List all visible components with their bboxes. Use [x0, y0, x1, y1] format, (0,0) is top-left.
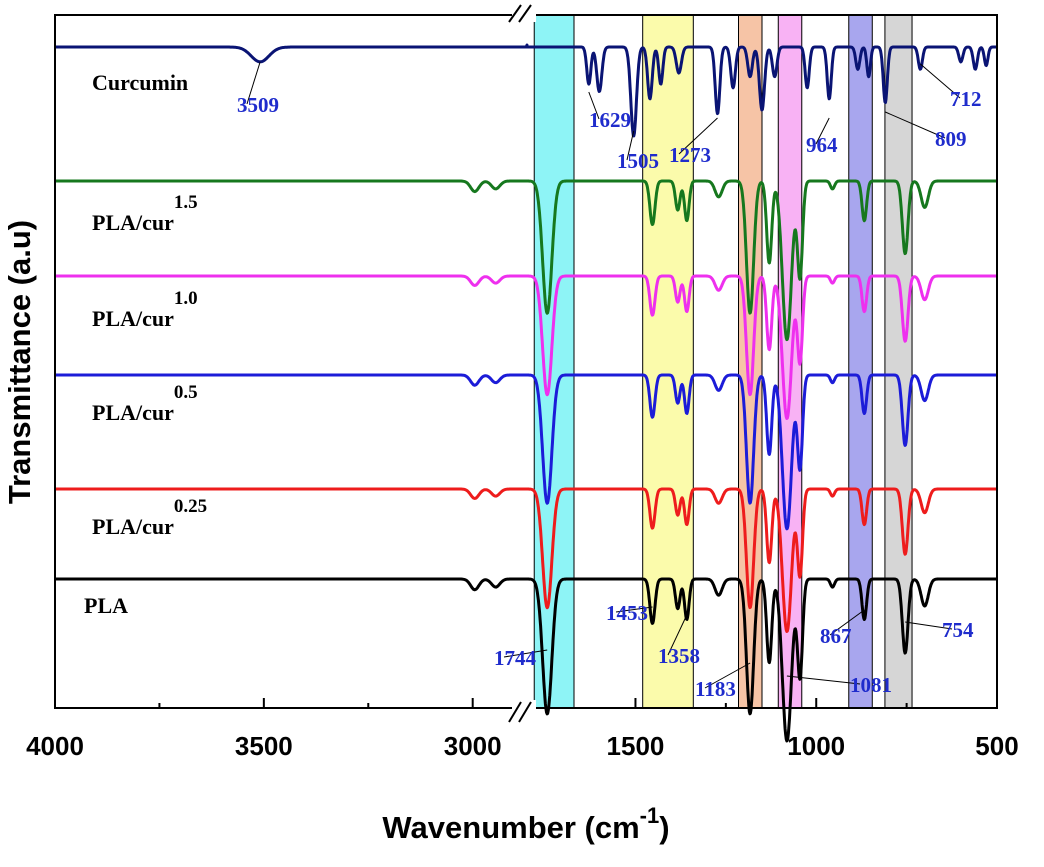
peak-label-964: 964 — [806, 133, 838, 157]
series-line-2 — [54, 274, 998, 420]
band-0 — [533, 14, 575, 709]
leader-9 — [667, 614, 688, 656]
leader-8 — [615, 606, 653, 613]
peak-label-3509: 3509 — [237, 93, 279, 117]
peak-label-1629: 1629 — [589, 108, 631, 132]
series-line-5 — [54, 577, 998, 743]
peak-label-1744: 1744 — [494, 646, 537, 670]
break-mark-0 — [508, 4, 522, 23]
peak-label-867: 867 — [820, 624, 852, 648]
x-ticks: 4000 3500 3000 1500 1000 500 — [26, 698, 1019, 761]
peak-labels: 3509 1629 1505 1273 964 809 712 1744 1453 1358 118… — [237, 87, 982, 701]
series-label-4: PLA/cur0.25 — [92, 496, 207, 539]
leader-1 — [588, 91, 600, 120]
leader-5 — [885, 111, 946, 139]
peak-label-1183: 1183 — [695, 677, 736, 701]
leader-3 — [678, 117, 718, 155]
break-mark-3 — [518, 701, 532, 723]
leader-4 — [815, 117, 830, 145]
peak-label-1358: 1358 — [658, 644, 700, 668]
x-tick-label-4: 1000 — [787, 731, 845, 761]
x-tick-label-1: 3500 — [235, 731, 293, 761]
peak-label-712: 712 — [950, 87, 982, 111]
peak-label-754: 754 — [942, 618, 974, 642]
x-axis-title: Wavenumber (cm-1) — [382, 803, 669, 845]
series-label-0: Curcumin — [92, 70, 188, 95]
series-label-2: PLA/cur1.0 — [92, 288, 198, 331]
peak-label-1453: 1453 — [606, 601, 648, 625]
series-label-5: PLA — [84, 593, 128, 618]
spectra — [54, 43, 998, 743]
leader-2 — [626, 130, 635, 161]
peak-label-1273: 1273 — [669, 143, 711, 167]
break-mark-2 — [508, 701, 522, 723]
peak-label-1505: 1505 — [617, 149, 659, 173]
break-mark-1 — [518, 4, 532, 23]
series-label-3: PLA/cur0.5 — [92, 382, 198, 425]
series-line-0 — [54, 43, 998, 138]
series-line-4 — [54, 487, 998, 633]
leader-13 — [905, 621, 953, 630]
series-label-1: PLA/cur1.5 — [92, 192, 198, 235]
x-tick-label-3: 1500 — [607, 731, 665, 761]
peak-label-1081: 1081 — [850, 673, 892, 697]
leader-10 — [704, 662, 751, 689]
annotation-leaders — [246, 61, 961, 689]
peak-label-809: 809 — [935, 127, 967, 151]
leader-11 — [786, 675, 861, 685]
x-tick-label-5: 500 — [975, 731, 1018, 761]
axis-break — [508, 4, 536, 723]
leader-0 — [246, 61, 261, 105]
leader-6 — [920, 63, 961, 99]
series-line-3 — [54, 373, 998, 531]
x-tick-label-0: 4000 — [26, 731, 84, 761]
band-1 — [642, 14, 694, 709]
x-tick-label-2: 3000 — [444, 731, 502, 761]
leader-7 — [503, 649, 548, 658]
y-axis-title: Transmittance (a.u) — [2, 220, 37, 504]
series-line-1 — [54, 179, 998, 342]
series-labels: Curcumin PLA/cur1.5 PLA/cur1.0 PLA/cur0.5 PL… — [84, 70, 207, 618]
leader-12 — [829, 609, 865, 636]
